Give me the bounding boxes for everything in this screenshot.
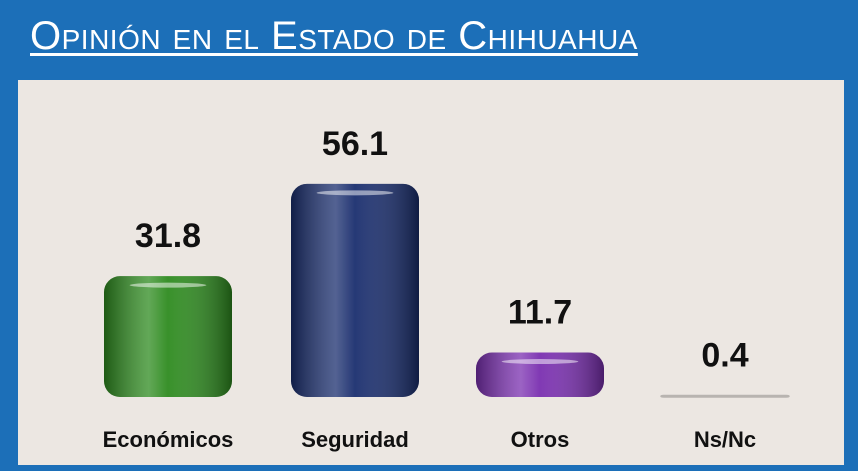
value-label: 11.7 (508, 294, 572, 332)
bar-highlight (129, 282, 207, 288)
bar-shine (476, 352, 604, 397)
category-label: Seguridad (301, 427, 409, 452)
chart-title: Opinión en el Estado de Chihuahua (30, 14, 638, 58)
bar-shine (104, 276, 232, 397)
bar-highlight (501, 359, 579, 365)
value-label: 56.1 (322, 125, 388, 163)
plot-panel (18, 80, 844, 465)
value-label: 0.4 (701, 336, 748, 374)
bar-highlight (316, 190, 394, 196)
category-label: Económicos (103, 427, 234, 452)
category-label: Otros (511, 427, 570, 452)
bar (660, 394, 790, 398)
value-label: 31.8 (135, 217, 201, 255)
bar-shine (291, 183, 419, 397)
category-label: Ns/Nc (694, 427, 756, 452)
